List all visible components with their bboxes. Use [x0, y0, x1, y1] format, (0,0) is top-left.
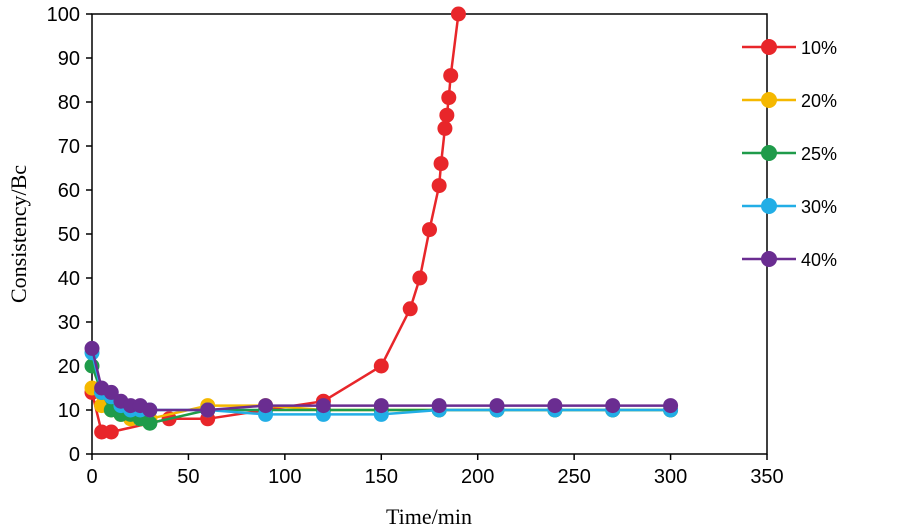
x-tick-label: 50 [177, 466, 199, 488]
legend-marker [761, 92, 777, 108]
data-point [142, 402, 158, 418]
data-point [605, 398, 621, 414]
data-point [663, 398, 679, 414]
x-axis-title: Time/min [386, 504, 472, 529]
series-layer [84, 6, 679, 440]
data-point [315, 398, 331, 414]
legend-marker [761, 251, 777, 267]
data-point [373, 398, 389, 414]
series-10pct [84, 6, 466, 440]
legend-label: 40% [801, 250, 837, 270]
data-point [443, 68, 459, 84]
legend-marker [761, 145, 777, 161]
data-point [142, 415, 158, 431]
data-point [402, 301, 418, 317]
series-40pct [84, 340, 679, 418]
data-point [412, 270, 428, 286]
y-tick-label: 20 [58, 356, 80, 378]
x-tick-label: 100 [268, 466, 301, 488]
x-tick-label: 250 [557, 466, 590, 488]
y-tick-label: 10 [58, 400, 80, 422]
legend: 10% 20% 25% 30% 40% [742, 38, 837, 270]
y-tick-label: 70 [58, 136, 80, 158]
x-tick-label: 0 [86, 466, 97, 488]
legend-item: 25% [742, 144, 837, 164]
data-point [103, 384, 119, 400]
legend-marker [761, 198, 777, 214]
y-tick-label: 40 [58, 268, 80, 290]
legend-label: 25% [801, 144, 837, 164]
data-point [437, 120, 453, 136]
x-tick-label: 300 [654, 466, 687, 488]
legend-item: 10% [742, 38, 837, 58]
y-tick-label: 80 [58, 92, 80, 114]
data-point [431, 398, 447, 414]
legend-item: 20% [742, 91, 837, 111]
y-tick-label: 100 [47, 4, 80, 26]
y-tick-label: 0 [69, 444, 80, 466]
legend-item: 40% [742, 250, 837, 270]
data-point [84, 340, 100, 356]
legend-label: 20% [801, 91, 837, 111]
data-point [441, 90, 457, 106]
y-tick-label: 30 [58, 312, 80, 334]
x-tick-label: 200 [461, 466, 494, 488]
series-line [90, 13, 460, 434]
y-axis-ticks: 0 10 20 30 40 50 60 70 80 90 100 [47, 4, 92, 466]
x-tick-label: 150 [365, 466, 398, 488]
y-tick-label: 50 [58, 224, 80, 246]
data-point [547, 398, 563, 414]
data-point [200, 402, 216, 418]
data-point [431, 178, 447, 194]
y-tick-label: 60 [58, 180, 80, 202]
x-tick-label: 350 [750, 466, 783, 488]
data-point [422, 222, 437, 238]
legend-label: 10% [801, 38, 837, 58]
data-point [258, 398, 274, 414]
y-axis-title: Consistency/Bc [6, 165, 31, 303]
legend-label: 30% [801, 197, 837, 217]
data-point [450, 6, 466, 22]
data-point [439, 107, 455, 123]
data-point [373, 358, 389, 374]
data-point [103, 424, 119, 440]
legend-marker [761, 39, 777, 55]
x-axis-ticks: 0 50 100 150 200 250 300 350 [86, 454, 784, 488]
data-point [433, 156, 449, 172]
data-point [489, 398, 505, 414]
legend-item: 30% [742, 197, 837, 217]
y-tick-label: 90 [58, 48, 80, 70]
